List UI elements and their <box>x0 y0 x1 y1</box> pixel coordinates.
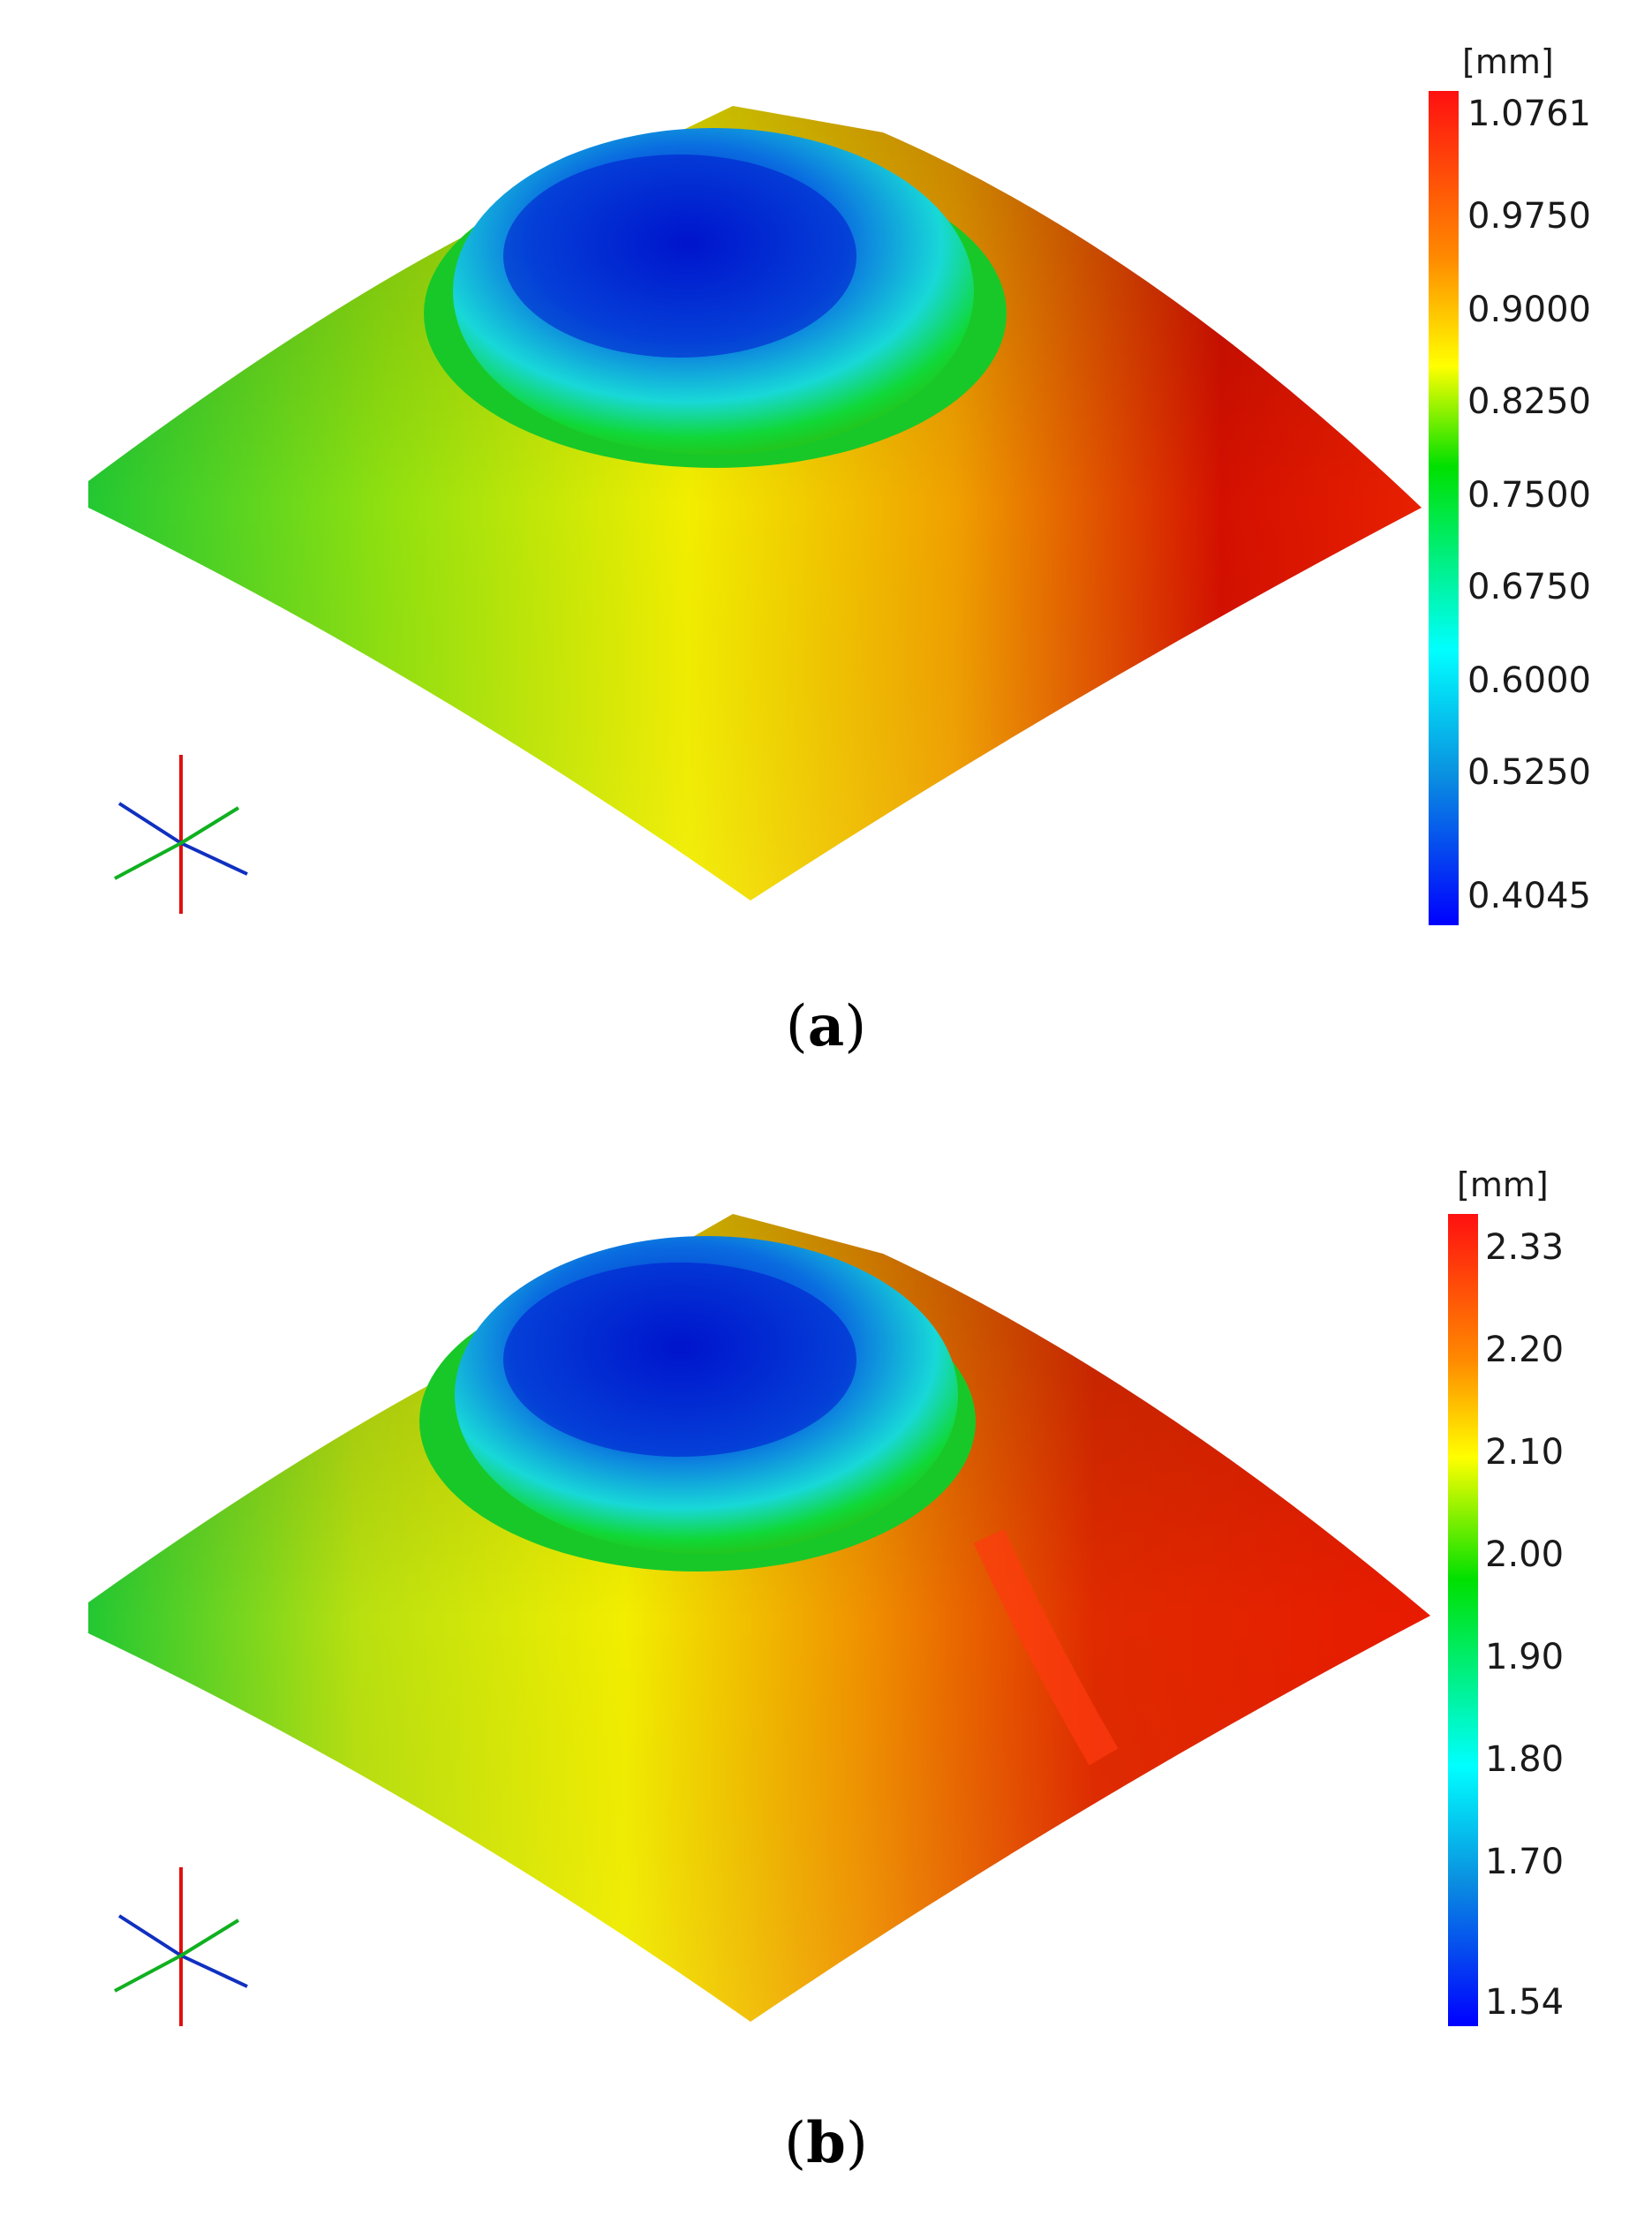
colorbar-tick-label: 1.70 <box>1485 1842 1565 1882</box>
colorbar-tick-label: 2.10 <box>1485 1432 1565 1473</box>
colorbar-tick-label: 2.20 <box>1485 1330 1565 1370</box>
caption-a: (a) <box>785 993 867 1059</box>
colorbar-tick-label: 0.6000 <box>1467 660 1591 701</box>
colorbar-tick-label: 2.00 <box>1485 1534 1565 1575</box>
colorbar-unit-b: [mm] <box>1457 1165 1549 1204</box>
figure-panel-b: [mm] 2.33 2.20 2.10 2.00 1.90 1.80 1.70 … <box>0 1157 1652 2176</box>
deformed-surface-plot-b <box>88 1214 1430 2026</box>
colorbar-tick-label: 0.8250 <box>1467 381 1591 422</box>
axis-triad-b <box>114 1867 248 2026</box>
colorbar-a <box>1429 91 1459 925</box>
axis-triad-a <box>114 755 248 914</box>
deformed-surface-plot-a <box>88 106 1422 914</box>
colorbar-tick-label: 0.9750 <box>1467 196 1591 237</box>
colorbar-tick-label: 2.33 <box>1485 1227 1565 1268</box>
figure-panel-a: [mm] 1.0761 0.9750 0.9000 0.8250 0.7500 … <box>0 0 1652 1059</box>
colorbar-b <box>1448 1214 1478 2026</box>
colorbar-tick-label: 0.7500 <box>1467 475 1591 516</box>
colorbar-tick-label: 0.5250 <box>1467 752 1591 793</box>
colorbar-tick-label: 0.6750 <box>1467 567 1591 607</box>
colorbar-tick-label: 0.4045 <box>1467 876 1591 916</box>
colorbar-tick-label: 1.90 <box>1485 1637 1565 1677</box>
colorbar-unit-a: [mm] <box>1462 42 1554 81</box>
colorbar-tick-label: 1.54 <box>1485 1982 1565 2023</box>
colorbar-tick-label: 0.9000 <box>1467 290 1591 330</box>
colorbar-tick-label: 1.80 <box>1485 1739 1565 1780</box>
colorbar-tick-label: 1.0761 <box>1467 94 1591 134</box>
caption-b: (b) <box>784 2110 868 2176</box>
